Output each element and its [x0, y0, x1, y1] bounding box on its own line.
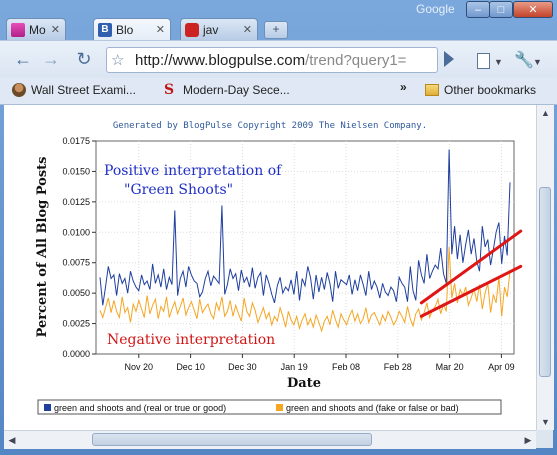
- copyright-text: Generated by BlogPulse Copyright 2009 Th…: [112, 121, 428, 131]
- back-arrow-icon[interactable]: ←: [14, 49, 32, 69]
- y-tick-label: 0.0000: [62, 349, 90, 359]
- reload-icon[interactable]: ↻: [76, 49, 92, 69]
- bookmark-label: Modern-Day Sece...: [183, 83, 290, 97]
- close-tab-icon[interactable]: ✕: [242, 24, 252, 36]
- url-host: http://www.blogpulse.com: [135, 52, 306, 69]
- chevron-down-icon[interactable]: ▼: [494, 57, 503, 67]
- legend-label-fake: green and shoots and (fake or false or b…: [286, 403, 459, 413]
- legend-swatch-real: [44, 404, 51, 411]
- vertical-scroll-thumb[interactable]: [539, 187, 551, 377]
- tab-mo[interactable]: Mo ✕: [6, 18, 66, 40]
- tab-blogpulse[interactable]: B Blo ✕: [93, 18, 171, 40]
- close-tab-icon[interactable]: ✕: [50, 24, 60, 36]
- minimize-button[interactable]: –: [466, 1, 490, 18]
- trend-lines: [419, 229, 523, 318]
- tab-label: Mo: [29, 22, 46, 37]
- page-content: Generated by BlogPulse Copyright 2009 Th…: [4, 105, 536, 430]
- x-tick-label: Feb 08: [332, 362, 360, 372]
- trend-line-negative: [419, 264, 523, 318]
- forward-arrow-icon[interactable]: →: [42, 49, 60, 69]
- y-tick-label: 0.0175: [62, 136, 90, 146]
- y-axis-ticks: 0.0000 0.0025 0.0050 0.0075 0.0100 0.0125 0.01…: [62, 136, 96, 359]
- horizontal-scrollbar[interactable]: ◀ ▶: [4, 430, 536, 449]
- y-tick-label: 0.0125: [62, 197, 90, 207]
- plot-area: [95, 140, 515, 355]
- x-tick-label: Jan 19: [281, 362, 308, 372]
- bookmark-star-icon[interactable]: ☆: [111, 52, 125, 69]
- trend-chart: 0.0000 0.0025 0.0050 0.0075 0.0100 0.0125 0.01…: [35, 136, 523, 415]
- page-menu-icon[interactable]: [477, 53, 490, 69]
- y-tick-label: 0.0025: [62, 319, 90, 329]
- y-axis-label: Percent of All Blog Posts: [35, 157, 50, 338]
- y-tick-label: 0.0100: [62, 227, 90, 237]
- x-tick-label: Dec 10: [176, 362, 205, 372]
- y-tick-label: 0.0075: [62, 258, 90, 268]
- series-line-real: [99, 149, 511, 306]
- bookmarks-bar: Wall Street Exami... S Modern-Day Sece..…: [0, 78, 557, 105]
- tab-label: jav: [203, 22, 219, 37]
- x-tick-label: Dec 30: [228, 362, 257, 372]
- bookmarks-overflow-icon[interactable]: »: [400, 80, 407, 94]
- scroll-right-icon[interactable]: ▶: [524, 435, 532, 445]
- negative-annotation: Negative interpretation: [107, 332, 275, 348]
- person-icon: [12, 83, 26, 97]
- scroll-down-icon[interactable]: ▼: [541, 417, 550, 427]
- url-path: /trend?query1=: [305, 52, 407, 69]
- other-bookmarks-label: Other bookmarks: [444, 83, 537, 97]
- close-tab-icon[interactable]: ✕: [155, 24, 165, 36]
- close-window-button[interactable]: ✕: [513, 1, 553, 18]
- crown-icon: [11, 22, 25, 37]
- vertical-scrollbar[interactable]: ▲ ▼: [536, 105, 554, 430]
- trend-line-positive: [419, 229, 523, 305]
- horizontal-scroll-thumb[interactable]: [92, 433, 372, 446]
- legend-swatch-fake: [276, 404, 283, 411]
- tab-label: Blo: [116, 22, 134, 37]
- address-bar[interactable]: ☆ http://www.blogpulse.com/trend?query1=: [106, 47, 438, 73]
- s-logo-icon: S: [164, 82, 175, 98]
- address-url[interactable]: http://www.blogpulse.com/trend?query1=: [135, 52, 435, 69]
- x-tick-label: Nov 20: [125, 362, 154, 372]
- scroll-left-icon[interactable]: ◀: [8, 435, 16, 445]
- scroll-up-icon[interactable]: ▲: [541, 108, 550, 118]
- scrollbar-corner: [536, 430, 553, 448]
- wrench-icon[interactable]: 🔧: [514, 52, 534, 69]
- positive-annotation-line2: "Green Shoots": [124, 182, 233, 198]
- legend-box: [37, 399, 502, 415]
- brand-label: Google: [416, 2, 455, 16]
- blogpulse-b-icon: B: [98, 22, 112, 37]
- new-tab-button[interactable]: +: [264, 21, 288, 39]
- tab-strip: Mo ✕ B Blo ✕ jav ✕ + Google – □ ✕: [0, 0, 557, 40]
- bookmark-label: Wall Street Exami...: [31, 83, 136, 97]
- bookmark-wall-street[interactable]: Wall Street Exami...: [12, 83, 136, 97]
- bookmark-modern-day[interactable]: S Modern-Day Sece...: [164, 83, 290, 97]
- dice-icon: [185, 22, 199, 37]
- legend-label-real: green and shoots and (real or true or go…: [54, 403, 226, 413]
- series-lines: [99, 149, 511, 333]
- x-axis-label: Date: [287, 376, 321, 391]
- grid: [96, 141, 514, 354]
- y-tick-label: 0.0150: [62, 166, 90, 176]
- other-bookmarks-folder[interactable]: Other bookmarks: [425, 83, 536, 97]
- series-line-fake: [99, 246, 511, 333]
- x-tick-label: Mar 20: [436, 362, 464, 372]
- navigation-toolbar: ← → ↻ ☆ http://www.blogpulse.com/trend?q…: [0, 40, 557, 79]
- y-tick-label: 0.0050: [62, 288, 90, 298]
- positive-annotation-line1: Positive interpretation of: [104, 163, 283, 179]
- folder-icon: [425, 84, 439, 96]
- x-tick-label: Feb 28: [384, 362, 412, 372]
- x-axis-ticks: Nov 20 Dec 10 Dec 30 Jan 19 Feb 08 Feb 28 Mar …: [125, 354, 515, 372]
- chevron-down-icon[interactable]: ▼: [533, 57, 542, 67]
- go-arrow-icon[interactable]: [444, 51, 454, 67]
- x-tick-label: Apr 09: [488, 362, 515, 372]
- tab-java[interactable]: jav ✕: [180, 18, 258, 40]
- maximize-button[interactable]: □: [489, 1, 513, 18]
